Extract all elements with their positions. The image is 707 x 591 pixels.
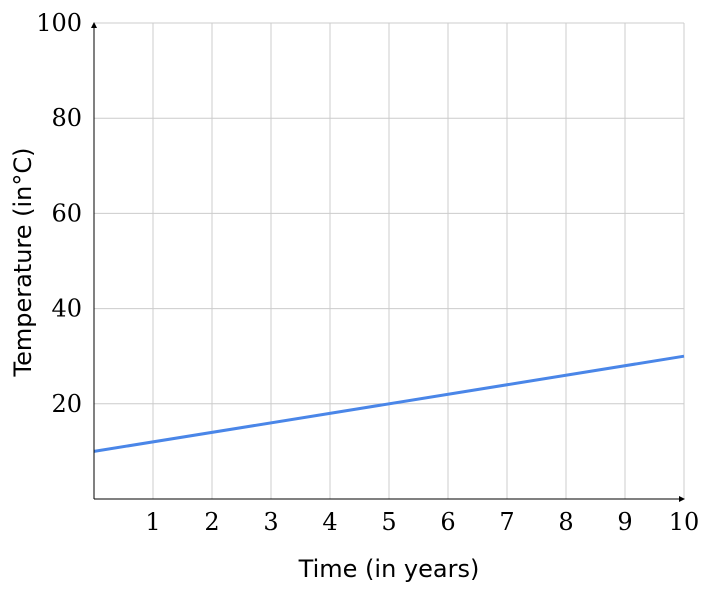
y-tick-label: 80 bbox=[51, 104, 82, 132]
y-tick-label: 40 bbox=[51, 295, 82, 323]
x-tick-label: 2 bbox=[204, 508, 219, 536]
x-tick-label: 8 bbox=[558, 508, 573, 536]
x-tick-label: 7 bbox=[499, 508, 514, 536]
tick-labels: 1 2 3 4 5 6 7 8 9 10 20 40 60 80 100 bbox=[36, 9, 699, 536]
x-tick-label: 9 bbox=[617, 508, 632, 536]
x-tick-label: 10 bbox=[669, 508, 700, 536]
series-line bbox=[93, 354, 685, 453]
x-axis-title: Time (in years) bbox=[298, 555, 480, 583]
y-axis-title: Temperature (in°C) bbox=[9, 147, 37, 377]
x-tick-label: 5 bbox=[381, 508, 396, 536]
x-tick-label: 3 bbox=[263, 508, 278, 536]
y-axis-arrow bbox=[91, 22, 97, 28]
plot-series bbox=[93, 354, 685, 453]
y-tick-label: 20 bbox=[51, 390, 82, 418]
y-tick-label: 60 bbox=[51, 199, 82, 227]
axes bbox=[91, 22, 685, 502]
x-axis-arrow bbox=[679, 496, 685, 502]
x-tick-label: 4 bbox=[322, 508, 337, 536]
y-tick-label: 100 bbox=[36, 9, 82, 37]
x-tick-label: 6 bbox=[440, 508, 455, 536]
x-tick-label: 1 bbox=[145, 508, 160, 536]
grid bbox=[94, 22, 685, 499]
